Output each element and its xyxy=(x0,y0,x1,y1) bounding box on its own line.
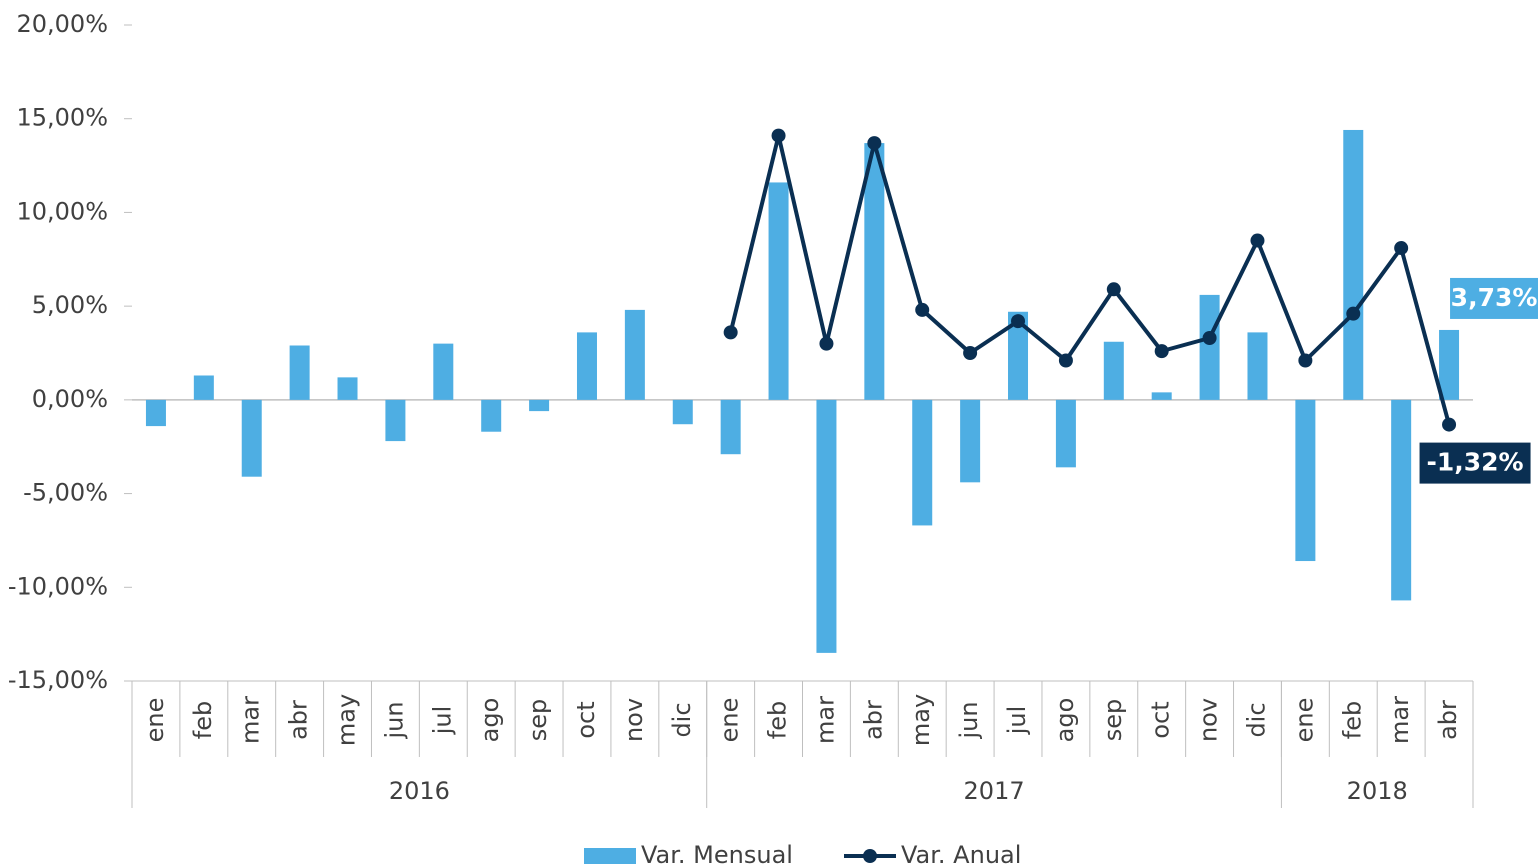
bar xyxy=(816,399,837,653)
x-tick-label: feb xyxy=(764,701,792,739)
x-tick-label: feb xyxy=(189,701,217,739)
line-point xyxy=(1058,353,1073,368)
x-tick-label: jul xyxy=(1003,706,1031,736)
x-tick-label: may xyxy=(333,694,361,746)
x-tick-label: abr xyxy=(1434,700,1462,740)
x-tick-label: abr xyxy=(285,700,313,740)
bar xyxy=(1199,294,1220,400)
line-point xyxy=(1106,282,1121,297)
y-tick-label: 10,00% xyxy=(16,197,108,225)
line-point xyxy=(1298,353,1313,368)
x-tick-label: oct xyxy=(572,701,600,738)
bar xyxy=(193,375,214,400)
bar xyxy=(1103,341,1124,400)
x-tick-label: jun xyxy=(380,701,408,739)
x-tick-label: jun xyxy=(955,701,983,739)
bar xyxy=(1247,332,1268,400)
line-point xyxy=(963,346,978,360)
line-point xyxy=(1202,331,1217,346)
group-label: 2018 xyxy=(1347,777,1408,805)
group-label: 2016 xyxy=(389,777,450,805)
group-label: 2017 xyxy=(964,777,1025,805)
bar xyxy=(241,399,262,477)
bar xyxy=(145,399,166,427)
y-tick-label: -10,00% xyxy=(8,572,108,600)
x-tick-label: ene xyxy=(1290,698,1318,743)
bar xyxy=(576,332,597,400)
x-tick-label: dic xyxy=(668,702,696,737)
x-tick-label: ago xyxy=(1051,698,1079,743)
x-tick-label: feb xyxy=(1338,701,1366,739)
bar xyxy=(1295,399,1316,562)
y-tick-label: 5,00% xyxy=(32,291,108,319)
x-tick-label: jul xyxy=(428,706,456,736)
line-point xyxy=(1250,233,1265,248)
data-label-box xyxy=(1419,442,1531,484)
x-tick-label: sep xyxy=(1099,699,1127,742)
bar xyxy=(1439,329,1460,400)
line-point xyxy=(771,128,786,143)
bar xyxy=(960,399,981,483)
bar xyxy=(1055,399,1076,468)
legend-label: Var. Mensual xyxy=(641,841,793,866)
data-label-box xyxy=(1450,277,1538,319)
bar xyxy=(768,182,789,400)
x-tick-label: ene xyxy=(716,698,744,743)
line-point xyxy=(1154,344,1169,359)
line-point xyxy=(867,136,882,151)
line-point xyxy=(1346,306,1361,321)
y-tick-label: 15,00% xyxy=(16,104,108,132)
legend-swatch xyxy=(584,848,636,864)
bar xyxy=(1151,392,1172,400)
data-label: -1,32% xyxy=(1426,448,1523,477)
x-tick-label: ene xyxy=(141,698,169,743)
x-tick-label: nov xyxy=(620,698,648,742)
x-tick-label: mar xyxy=(1386,696,1414,744)
bar xyxy=(672,399,693,425)
bar xyxy=(1343,129,1364,400)
y-tick-label: 0,00% xyxy=(32,385,108,413)
line-point xyxy=(1394,241,1409,256)
bar xyxy=(385,399,406,442)
legend-label: Var. Anual xyxy=(901,841,1021,866)
bar xyxy=(289,345,310,400)
x-tick-label: mar xyxy=(237,696,265,744)
y-tick-label: -15,00% xyxy=(8,666,108,694)
bar xyxy=(529,399,550,412)
y-tick-label: -5,00% xyxy=(23,479,108,507)
legend-swatch-point xyxy=(863,849,877,863)
y-tick-label: 20,00% xyxy=(16,10,108,38)
bar xyxy=(624,309,645,400)
bar xyxy=(864,143,885,400)
data-label: 3,73% xyxy=(1451,283,1538,312)
line-point xyxy=(819,336,834,351)
line xyxy=(728,133,1451,426)
x-tick-label: mar xyxy=(811,696,839,744)
line-point xyxy=(1011,314,1026,329)
bar xyxy=(720,399,741,455)
bar xyxy=(337,377,358,400)
bar xyxy=(1391,399,1412,601)
x-tick-label: abr xyxy=(859,700,887,740)
bar xyxy=(433,343,454,400)
line-point xyxy=(723,325,738,340)
x-tick-label: oct xyxy=(1147,701,1175,738)
bar xyxy=(1008,311,1029,400)
x-tick-label: nov xyxy=(1195,698,1223,742)
x-tick-label: may xyxy=(907,694,935,746)
bar xyxy=(912,399,933,526)
x-tick-label: sep xyxy=(524,699,552,742)
x-tick-label: ago xyxy=(476,698,504,743)
x-tick-label: dic xyxy=(1242,702,1270,737)
line-point xyxy=(915,302,930,317)
bar xyxy=(481,399,502,432)
line-point xyxy=(1442,417,1457,432)
